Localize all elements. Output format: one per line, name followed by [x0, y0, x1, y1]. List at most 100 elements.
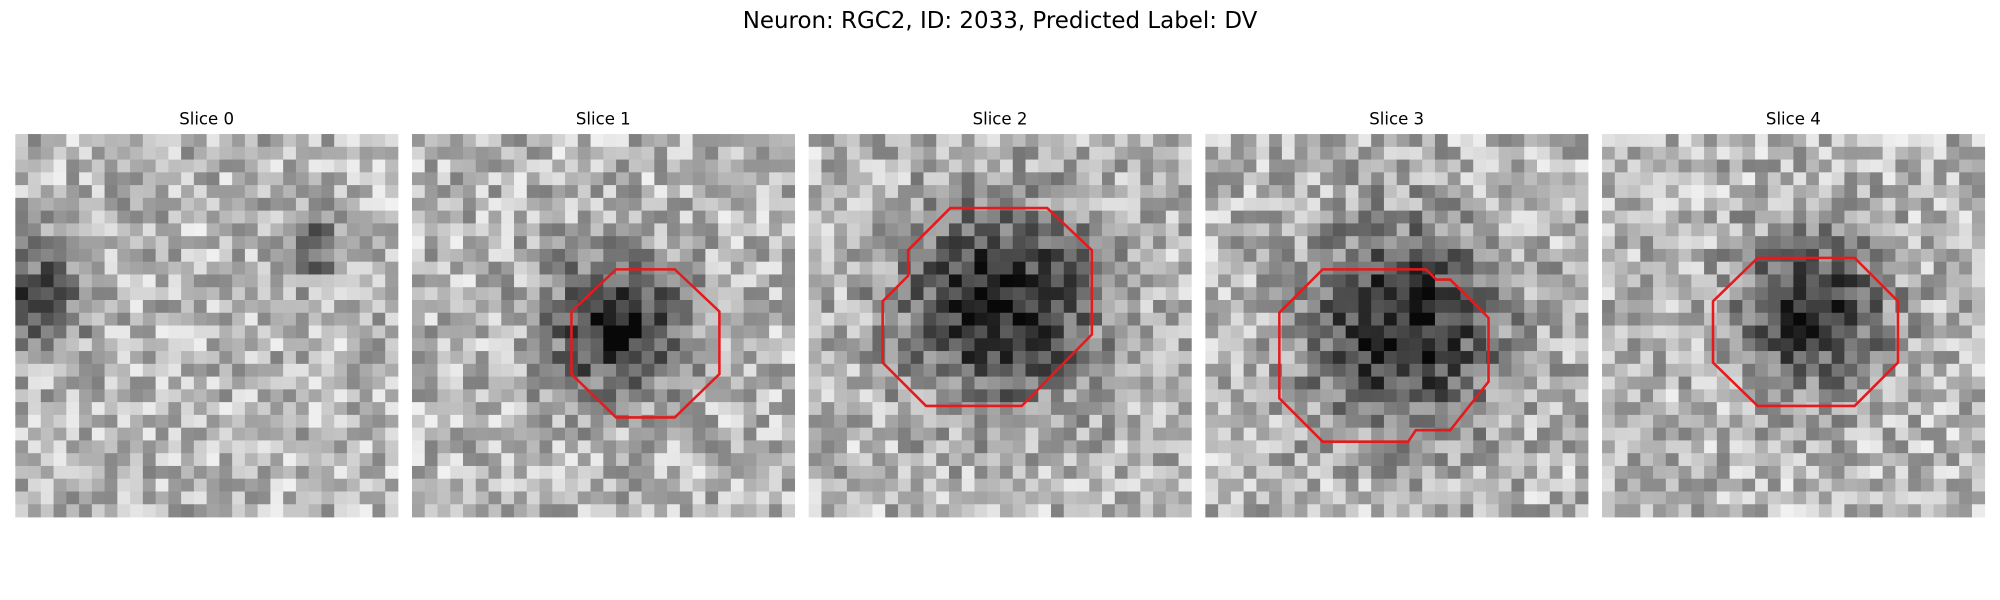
pixel — [359, 197, 373, 212]
pixel — [1818, 134, 1833, 148]
pixel — [936, 172, 950, 186]
pixel — [334, 287, 348, 301]
pixel — [1076, 223, 1090, 237]
pixel — [897, 402, 912, 416]
pixel — [679, 210, 693, 224]
pixel — [424, 325, 438, 339]
pixel — [283, 402, 297, 416]
pixel — [1153, 440, 1167, 454]
pixel — [66, 248, 80, 263]
pixel — [1114, 478, 1128, 492]
pixel — [1102, 478, 1116, 492]
pixel — [1767, 338, 1781, 352]
pixel — [40, 325, 54, 339]
pixel — [756, 248, 770, 263]
pixel — [117, 300, 131, 314]
pixel — [910, 274, 924, 288]
pixel — [1281, 172, 1296, 186]
pixel — [1729, 172, 1743, 186]
pixel — [1831, 504, 1845, 518]
pixel — [654, 185, 668, 199]
pixel — [15, 287, 29, 301]
pixel — [1780, 172, 1794, 186]
pixel — [257, 389, 271, 403]
pixel — [1806, 197, 1820, 212]
pixel — [1524, 159, 1538, 173]
pixel — [1895, 185, 1909, 199]
pixel — [1114, 300, 1128, 314]
pixel — [1844, 134, 1858, 148]
pixel — [526, 440, 540, 454]
pixel — [1127, 491, 1141, 505]
pixel — [270, 440, 284, 454]
pixel — [987, 440, 1001, 454]
pixel — [142, 440, 156, 454]
pixel — [1946, 389, 1960, 403]
pixel — [142, 236, 156, 250]
pixel — [1218, 389, 1232, 403]
pixel — [1358, 478, 1372, 492]
pixel — [1549, 453, 1563, 467]
pixel — [1114, 453, 1128, 467]
pixel — [1178, 300, 1192, 314]
pixel — [1882, 312, 1896, 326]
pixel — [1780, 134, 1794, 148]
pixel — [628, 223, 642, 237]
pixel — [488, 159, 502, 173]
pixel — [1549, 325, 1563, 339]
pixel — [308, 351, 322, 365]
pixel — [1908, 210, 1922, 224]
pixel — [910, 172, 924, 186]
pixel — [1755, 274, 1769, 288]
pixel — [1498, 223, 1512, 237]
pixel — [1653, 440, 1667, 454]
pixel — [1524, 389, 1538, 403]
pixel — [834, 287, 848, 301]
pixel — [1818, 274, 1833, 288]
pixel — [181, 134, 195, 148]
pixel — [743, 146, 757, 160]
contour — [570, 268, 721, 419]
pixel — [679, 414, 693, 429]
pixel — [385, 427, 399, 441]
pixel — [1089, 134, 1103, 148]
pixel — [346, 300, 361, 314]
pixel — [1640, 465, 1654, 480]
pixel — [1857, 465, 1871, 480]
pixel — [1165, 338, 1179, 352]
pixel — [66, 287, 80, 301]
pixel — [1165, 300, 1179, 314]
pixel — [1780, 402, 1794, 416]
pixel — [1396, 210, 1410, 224]
pixel — [539, 351, 553, 365]
pixel — [1933, 453, 1947, 467]
pixel — [1153, 427, 1167, 441]
pixel — [359, 274, 373, 288]
pixel — [539, 300, 553, 314]
pixel — [1371, 453, 1385, 467]
pixel — [718, 465, 732, 480]
pixel — [450, 325, 464, 339]
pixel — [1793, 172, 1807, 186]
pixel — [1076, 300, 1090, 314]
pixel — [1256, 312, 1270, 326]
pixel — [679, 185, 693, 199]
pixel — [1307, 402, 1321, 416]
pixel — [130, 274, 144, 288]
pixel — [948, 440, 963, 454]
pixel — [987, 504, 1001, 518]
pixel — [679, 440, 693, 454]
pixel — [552, 491, 566, 505]
pixel — [437, 236, 451, 250]
pixel — [1575, 338, 1589, 352]
pixel — [987, 287, 1001, 301]
pixel — [424, 146, 438, 160]
pixel — [283, 504, 297, 518]
pixel — [117, 236, 131, 250]
pixel — [641, 465, 655, 480]
pixel — [1371, 248, 1385, 263]
pixel — [910, 261, 924, 275]
pixel — [1460, 389, 1474, 403]
pixel — [705, 465, 719, 480]
pixel — [359, 376, 373, 390]
